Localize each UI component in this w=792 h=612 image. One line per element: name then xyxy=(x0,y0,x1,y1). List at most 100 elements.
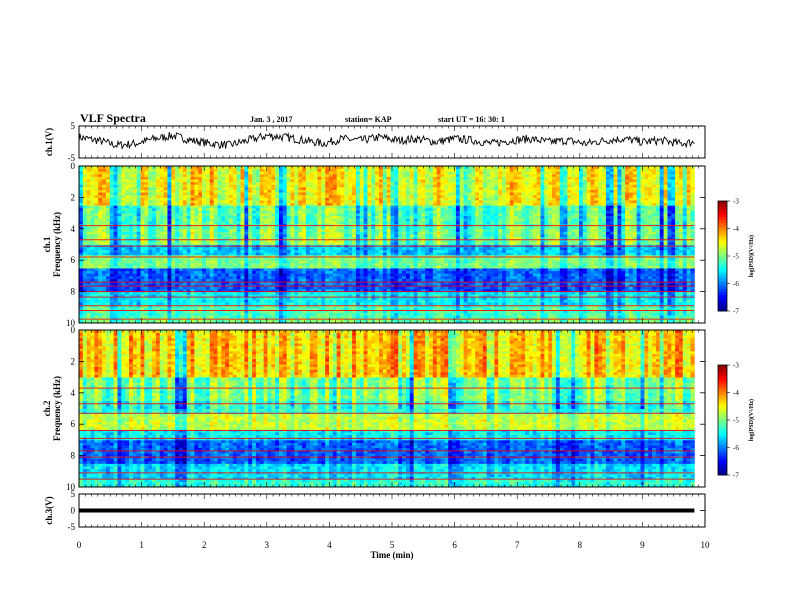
heatmap-cell xyxy=(371,307,375,310)
heatmap-cell xyxy=(510,302,514,305)
heatmap-cell xyxy=(560,307,564,310)
heatmap-cell xyxy=(333,286,337,289)
heatmap-cell xyxy=(606,247,610,250)
heatmap-cell xyxy=(337,247,341,250)
heatmap-cell xyxy=(183,315,187,318)
heatmap-cell xyxy=(614,299,618,302)
heatmap-cell xyxy=(233,302,237,305)
heatmap-cell xyxy=(552,302,556,305)
heatmap-cell xyxy=(452,265,456,268)
heatmap-cell xyxy=(483,263,487,266)
heatmap-cell xyxy=(156,268,160,271)
heatmap-cell xyxy=(402,299,406,302)
heatmap-cell xyxy=(314,268,318,271)
heatmap-cell xyxy=(183,286,187,289)
heatmap-cell xyxy=(521,315,525,318)
heatmap-cell xyxy=(144,260,148,263)
heatmap-cell xyxy=(248,268,252,271)
heatmap-cell xyxy=(133,279,137,282)
heatmap-cell xyxy=(671,252,675,255)
heatmap-cell xyxy=(164,252,168,255)
heatmap-cell xyxy=(325,286,329,289)
heatmap-cell xyxy=(341,286,345,289)
heatmap-cell xyxy=(425,286,429,289)
heatmap-cell xyxy=(514,250,518,253)
heatmap-cell xyxy=(456,252,460,255)
heatmap-cell xyxy=(83,247,87,250)
heatmap-cell xyxy=(675,271,679,274)
heatmap-cell xyxy=(214,302,218,305)
heatmap-cell xyxy=(206,247,210,250)
heatmap-cell xyxy=(575,258,579,261)
heatmap-cell xyxy=(356,271,360,274)
heatmap-cell xyxy=(348,258,352,261)
heatmap-cell xyxy=(433,271,437,274)
heatmap-cell xyxy=(425,268,429,271)
heatmap-cell xyxy=(79,313,83,316)
heatmap-cell xyxy=(410,247,414,250)
heatmap-cell xyxy=(621,271,625,274)
heatmap-cell xyxy=(321,307,325,310)
heatmap-cell xyxy=(129,268,133,271)
heatmap-cell xyxy=(375,273,379,276)
heatmap-cell xyxy=(621,276,625,279)
heatmap-cell xyxy=(587,286,591,289)
heatmap-cell xyxy=(287,260,291,263)
heatmap-cell xyxy=(560,260,564,263)
heatmap-cell xyxy=(648,247,652,250)
heatmap-cell xyxy=(287,276,291,279)
heatmap-cell xyxy=(206,252,210,255)
heatmap-cell xyxy=(375,247,379,250)
heatmap-cell xyxy=(521,276,525,279)
heatmap-cell xyxy=(260,271,264,274)
heatmap-cell xyxy=(606,271,610,274)
heatmap-cell xyxy=(348,252,352,255)
heatmap-cell xyxy=(521,302,525,305)
heatmap-cell xyxy=(525,315,529,318)
heatmap-cell xyxy=(529,279,533,282)
heatmap-cell xyxy=(617,273,621,276)
heatmap-cell xyxy=(456,258,460,261)
heatmap-cell xyxy=(325,273,329,276)
heatmap-cell xyxy=(198,260,202,263)
heatmap-cell xyxy=(198,307,202,310)
heatmap-cell xyxy=(325,307,329,310)
heatmap-cell xyxy=(533,247,537,250)
heatmap-cell xyxy=(102,263,106,266)
heatmap-cell xyxy=(83,250,87,253)
heatmap-cell xyxy=(644,307,648,310)
heatmap-cell xyxy=(179,260,183,263)
heatmap-cell xyxy=(541,299,545,302)
heatmap-cell xyxy=(675,247,679,250)
heatmap-cell xyxy=(614,252,618,255)
heatmap-cell xyxy=(579,247,583,250)
heatmap-cell xyxy=(160,265,164,268)
heatmap-cell xyxy=(298,258,302,261)
heatmap-cell xyxy=(564,260,568,263)
heatmap-cell xyxy=(664,271,668,274)
heatmap-cell xyxy=(298,276,302,279)
heatmap-cell xyxy=(587,252,591,255)
heatmap-cell xyxy=(598,258,602,261)
heatmap-cell xyxy=(552,260,556,263)
heatmap-cell xyxy=(529,263,533,266)
heatmap-cell xyxy=(591,247,595,250)
heatmap-cell xyxy=(237,307,241,310)
heatmap-cell xyxy=(225,302,229,305)
heatmap-cell xyxy=(552,286,556,289)
heatmap-cell xyxy=(79,276,83,279)
heatmap-cell xyxy=(106,258,110,261)
heatmap-cell xyxy=(252,268,256,271)
heatmap-cell xyxy=(317,299,321,302)
heatmap-cell xyxy=(479,299,483,302)
heatmap-cell xyxy=(471,268,475,271)
heatmap-cell xyxy=(441,263,445,266)
heatmap-cell xyxy=(483,273,487,276)
heatmap-cell xyxy=(598,263,602,266)
heatmap-cell xyxy=(137,258,141,261)
heatmap-cell xyxy=(325,315,329,318)
heatmap-cell xyxy=(494,276,498,279)
heatmap-cell xyxy=(83,279,87,282)
heatmap-cell xyxy=(598,273,602,276)
heatmap-cell xyxy=(106,302,110,305)
